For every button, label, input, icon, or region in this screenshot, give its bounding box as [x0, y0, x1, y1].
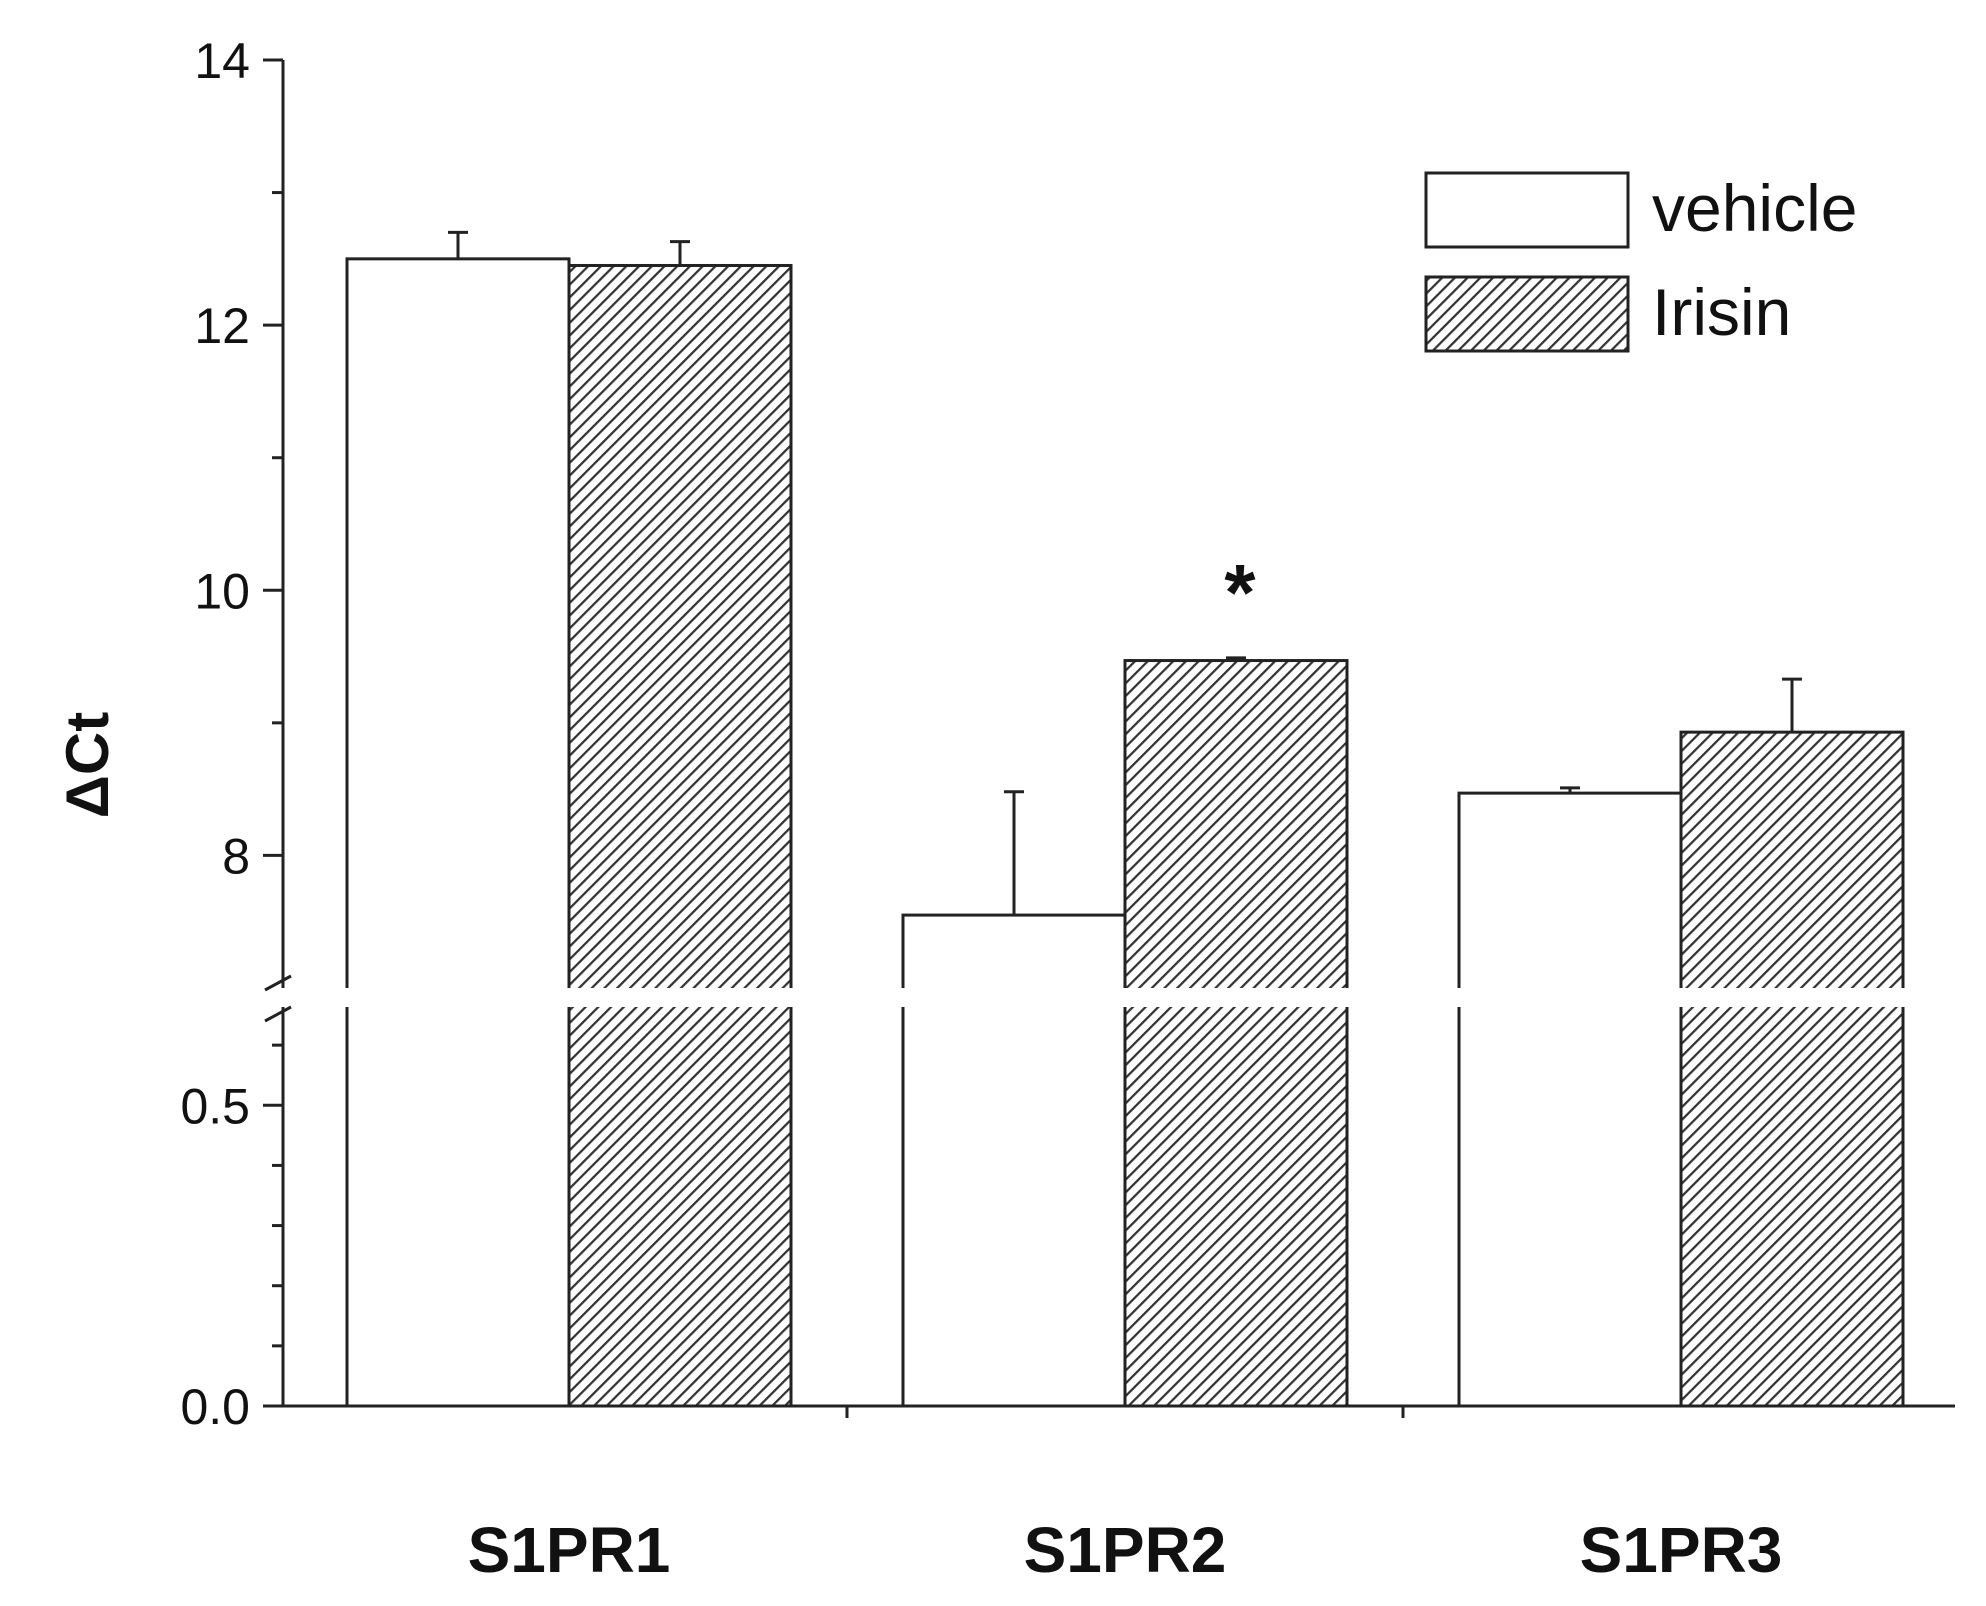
y-tick-label: 10	[194, 563, 250, 619]
legend-label-irisin: Irisin	[1652, 275, 1791, 349]
bar-s1pr1-irisin	[567, 263, 793, 1408]
axis-break-mark-bottom	[264, 1005, 292, 1023]
x-category-label: S1PR2	[1024, 1514, 1227, 1586]
legend-swatch-vehicle	[1424, 171, 1630, 249]
x-category-label: S1PR3	[1580, 1514, 1783, 1586]
legend-swatch-irisin	[1424, 275, 1630, 353]
legend-label-vehicle: vehicle	[1652, 171, 1857, 245]
axis-break-mark-top	[264, 974, 292, 992]
y-tick-label: 14	[194, 33, 250, 89]
axis-break-band	[253, 988, 1965, 1007]
x-category-label: S1PR1	[468, 1514, 671, 1586]
y-tick-label: 8	[222, 828, 250, 884]
bar-s1pr2-irisin	[1123, 659, 1349, 1408]
significance-asterisk: *	[1224, 548, 1256, 637]
y-tick-label: 0.0	[180, 1379, 250, 1435]
y-axis-label: ΔCt	[54, 712, 121, 818]
bar-s1pr1-vehicle	[345, 257, 571, 1408]
bar-s1pr3-irisin	[1679, 730, 1905, 1408]
y-tick-label: 0.5	[180, 1078, 250, 1134]
y-tick-label: 12	[194, 298, 250, 354]
bar-s1pr3-vehicle	[1457, 791, 1683, 1408]
